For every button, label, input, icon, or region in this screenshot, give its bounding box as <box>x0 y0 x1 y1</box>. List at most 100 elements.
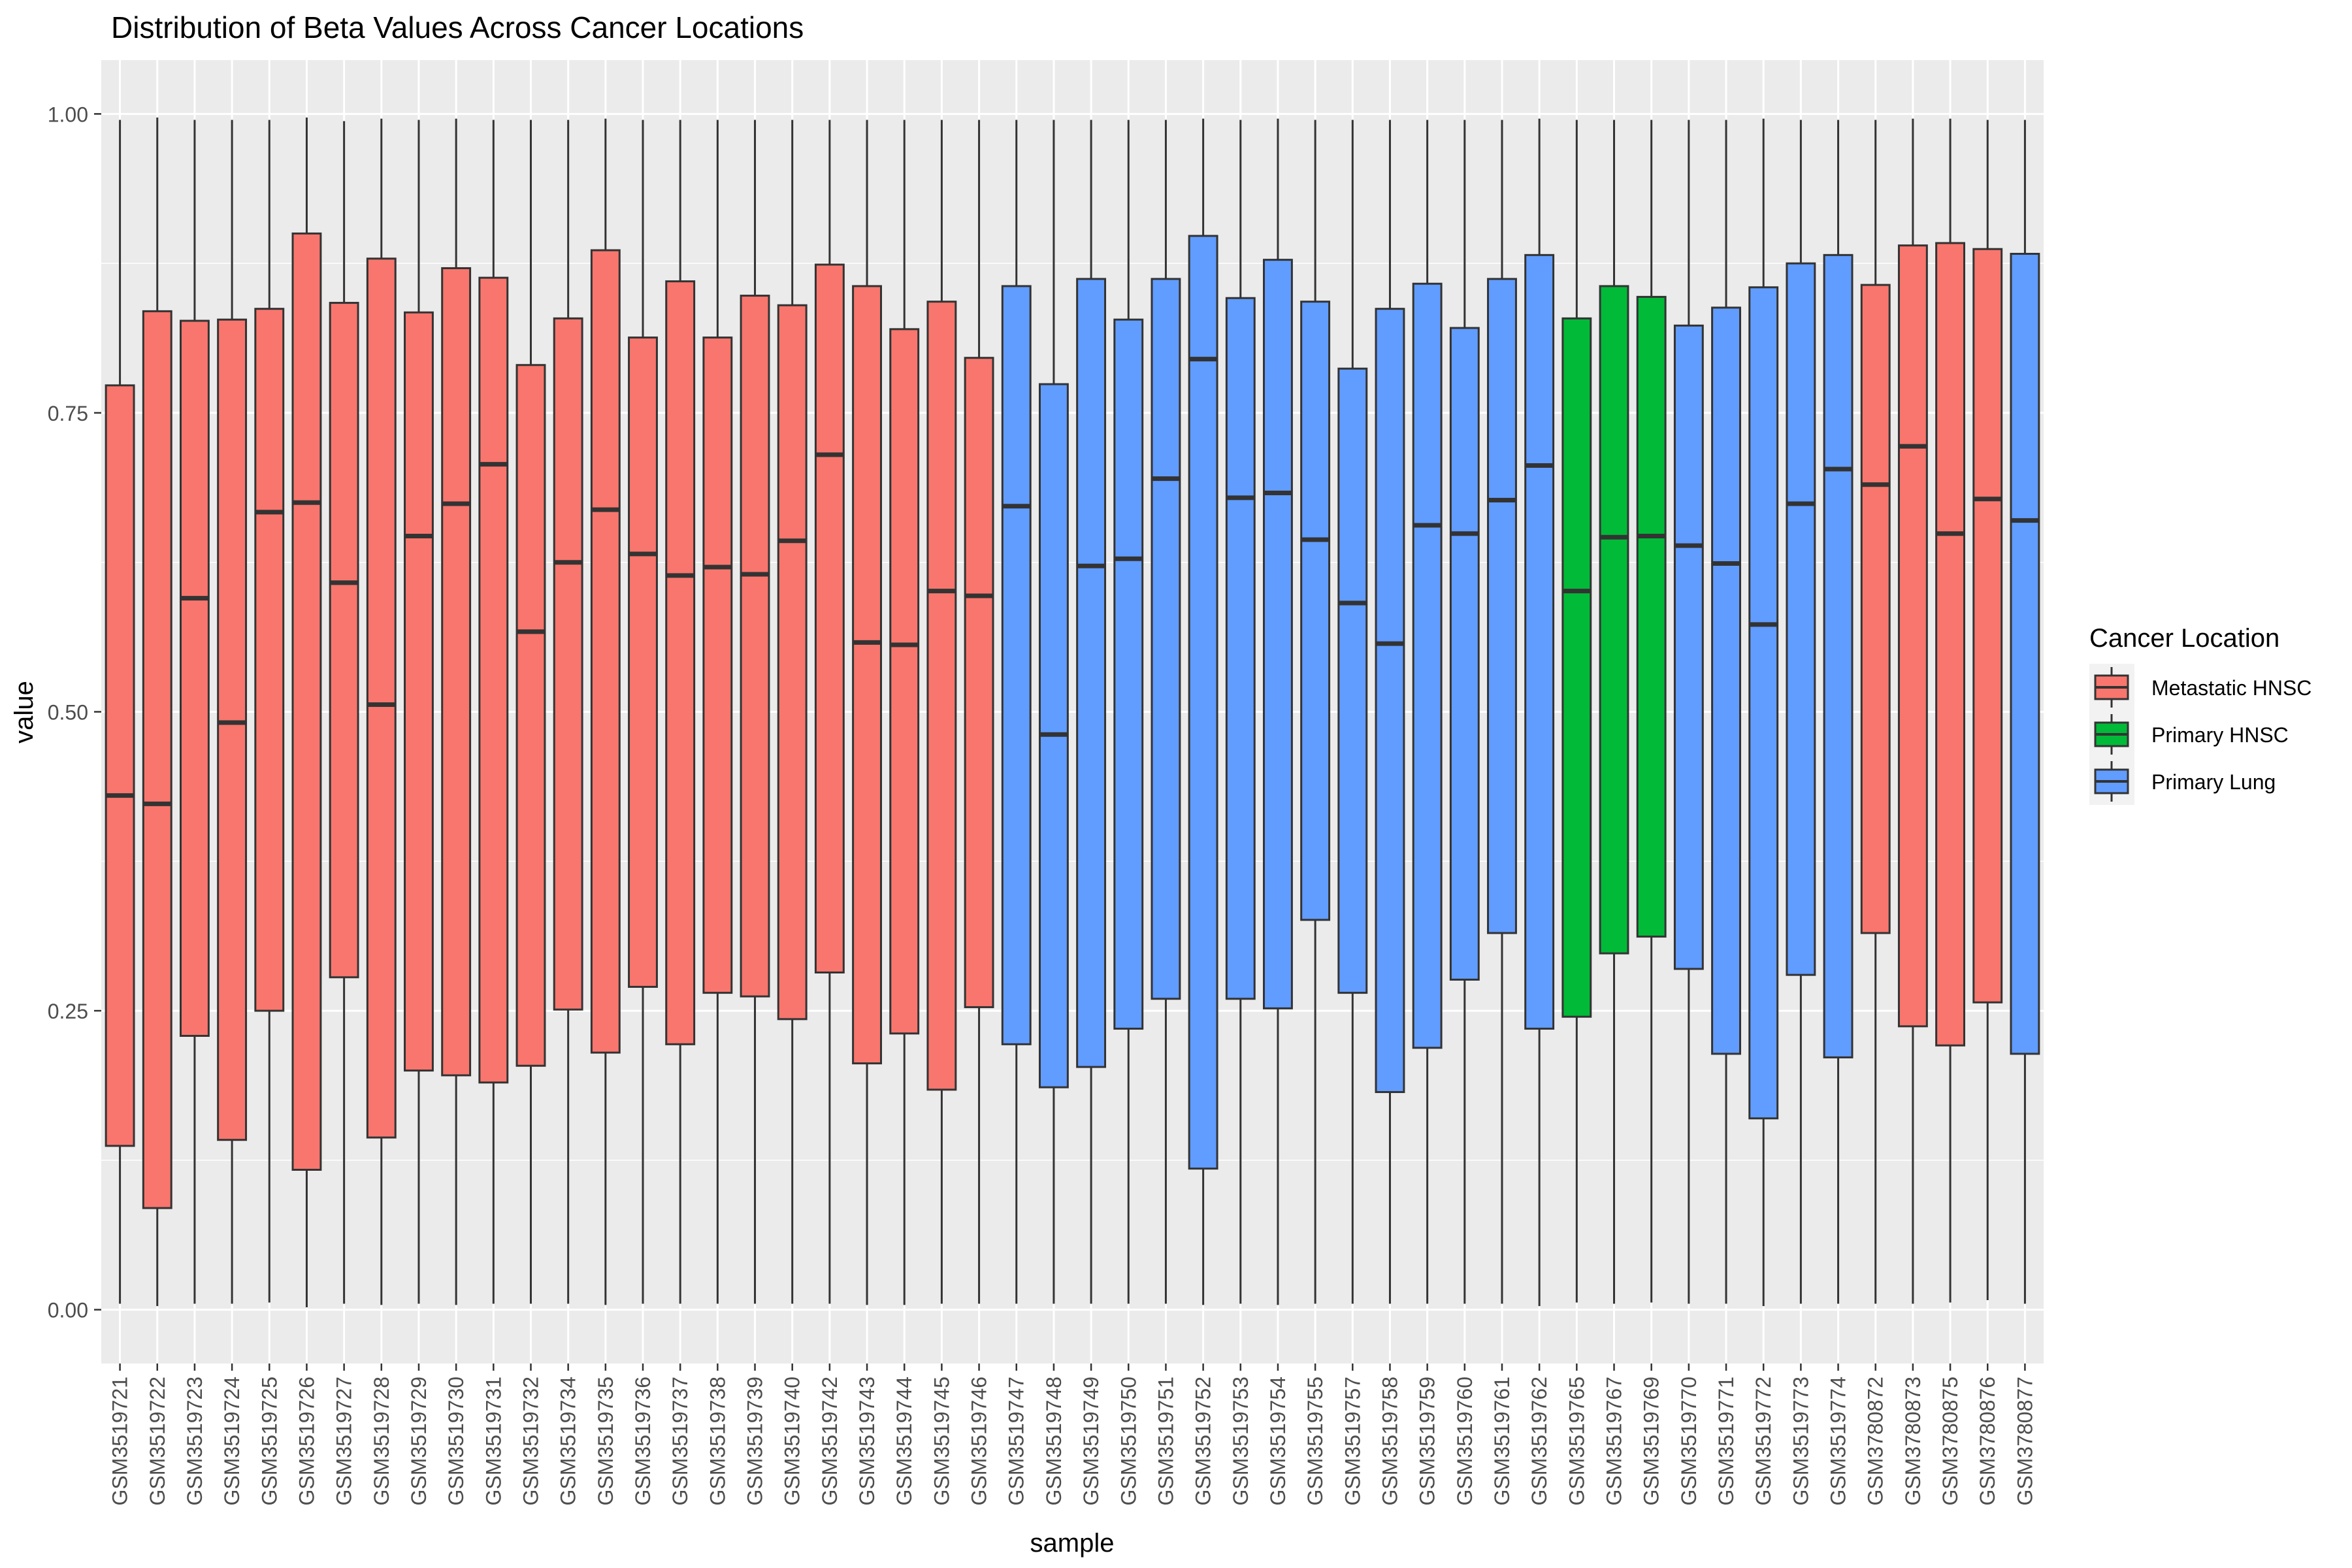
x-tick-label: GSM3519740 <box>781 1377 804 1505</box>
box-GSM3519727 <box>329 121 359 1304</box>
legend-label: Metastatic HNSC <box>2151 676 2311 700</box>
box-GSM3519774 <box>1823 120 1854 1304</box>
box-body <box>1076 278 1107 1068</box>
box-GSM3780877 <box>2010 120 2040 1304</box>
x-tick-label: GSM3519742 <box>818 1377 841 1505</box>
x-tick-label: GSM3780875 <box>1938 1377 1962 1505</box>
legend-entry: Primary Lung <box>2094 761 2276 802</box>
x-tick-label: GSM3519748 <box>1042 1377 1066 1505</box>
x-tick-label: GSM3519771 <box>1714 1377 1738 1505</box>
legend-label: Primary Lung <box>2151 770 2276 794</box>
box-GSM3519728 <box>366 118 397 1305</box>
legend-entries: Metastatic HNSC Primary HNSC Primary Lung <box>2089 664 2311 805</box>
box-body <box>1113 318 1144 1030</box>
legend-title: Cancer Location <box>2089 624 2279 653</box>
x-tick-label: GSM3519723 <box>183 1377 206 1505</box>
x-tick-label: GSM3519770 <box>1677 1377 1701 1505</box>
box-body <box>1636 295 1667 938</box>
box-body <box>478 276 509 1084</box>
box-GSM3519738 <box>702 120 733 1304</box>
box-GSM3519767 <box>1599 120 1629 1304</box>
box-GSM3519724 <box>217 120 248 1304</box>
box-body <box>1487 278 1517 934</box>
legend-label: Primary HNSC <box>2151 723 2289 747</box>
x-tick-label: GSM3519736 <box>631 1377 655 1505</box>
box-GSM3519750 <box>1113 120 1144 1304</box>
box-GSM3519759 <box>1412 120 1443 1304</box>
x-tick-label: GSM3519765 <box>1565 1377 1588 1505</box>
x-tick-label: GSM3519758 <box>1378 1377 1401 1505</box>
box-GSM3519765 <box>1561 120 1592 1303</box>
box-GSM3519745 <box>926 120 957 1304</box>
box-GSM3519726 <box>291 117 322 1307</box>
x-tick-label: GSM3519750 <box>1117 1377 1140 1505</box>
box-GSM3519730 <box>441 118 472 1305</box>
x-tick-label: GSM3519743 <box>855 1377 879 1505</box>
box-body <box>553 317 583 1011</box>
box-body <box>1001 285 1032 1045</box>
x-tick-label: GSM3519774 <box>1827 1377 1850 1505</box>
box-GSM3519770 <box>1673 120 1704 1304</box>
box-GSM3519772 <box>1748 118 1779 1307</box>
box-GSM3519769 <box>1636 120 1667 1303</box>
x-tick-label: GSM3519725 <box>257 1377 281 1505</box>
box-body <box>1823 253 1854 1058</box>
x-tick-label: GSM3780876 <box>1976 1377 1999 1505</box>
box-GSM3519743 <box>852 120 882 1305</box>
x-tick-label: GSM3519732 <box>519 1377 542 1505</box>
box-body <box>590 249 621 1054</box>
box-body <box>889 328 920 1035</box>
box-body <box>329 302 359 979</box>
x-tick-label: GSM3519731 <box>482 1377 505 1505</box>
box-body <box>1300 301 1331 921</box>
box-GSM3519752 <box>1188 118 1218 1305</box>
box-body <box>217 318 248 1141</box>
chart-title: Distribution of Beta Values Across Cance… <box>111 10 804 44</box>
box-GSM3519771 <box>1711 120 1741 1304</box>
box-GSM3519734 <box>553 120 583 1304</box>
x-tick-label: GSM3519757 <box>1341 1377 1364 1505</box>
x-tick-label: GSM3519751 <box>1154 1377 1177 1505</box>
x-tick-label: GSM3519755 <box>1303 1377 1327 1505</box>
box-body <box>1972 248 2003 1004</box>
y-tick-label: 0.50 <box>48 701 88 725</box>
box-body <box>1935 242 1966 1047</box>
box-body <box>1561 317 1592 1018</box>
box-body <box>1897 244 1928 1028</box>
y-tick-label: 1.00 <box>48 103 88 126</box>
box-body <box>2010 253 2040 1055</box>
x-tick-label: GSM3519746 <box>968 1377 991 1505</box>
box-body <box>1711 306 1741 1055</box>
box-body <box>1673 324 1704 970</box>
y-tick-label: 0.25 <box>48 1000 88 1023</box>
x-tick-label: GSM3519760 <box>1453 1377 1477 1505</box>
y-tick-label: 0.00 <box>48 1299 88 1322</box>
box-GSM3519749 <box>1076 120 1107 1304</box>
legend-entry: Metastatic HNSC <box>2094 667 2311 708</box>
x-tick-label: GSM3519754 <box>1266 1377 1290 1505</box>
box-GSM3519729 <box>404 120 434 1304</box>
box-body <box>628 336 658 988</box>
box-GSM3519723 <box>179 120 210 1304</box>
y-axis-title: value <box>10 681 39 743</box>
box-GSM3519735 <box>590 118 621 1305</box>
box-body <box>1188 235 1218 1170</box>
box-body <box>254 308 285 1012</box>
box-GSM3780873 <box>1897 118 1928 1304</box>
box-body <box>142 310 172 1209</box>
box-body <box>926 301 957 1091</box>
box-body <box>1860 284 1891 934</box>
box-body <box>1337 367 1368 994</box>
box-GSM3519762 <box>1524 118 1555 1307</box>
x-tick-label: GSM3519724 <box>220 1377 244 1505</box>
box-body <box>814 263 845 973</box>
y-axis: 0.00 0.25 0.50 0.75 1.00 <box>48 103 101 1322</box>
x-tick-label: GSM3519734 <box>557 1377 580 1505</box>
x-tick-label: GSM3519739 <box>743 1377 767 1505</box>
box-GSM3780876 <box>1972 120 2003 1300</box>
box-body <box>179 319 210 1037</box>
x-tick-label: GSM3519726 <box>295 1377 318 1505</box>
box-body <box>665 280 696 1045</box>
box-body <box>404 311 434 1072</box>
